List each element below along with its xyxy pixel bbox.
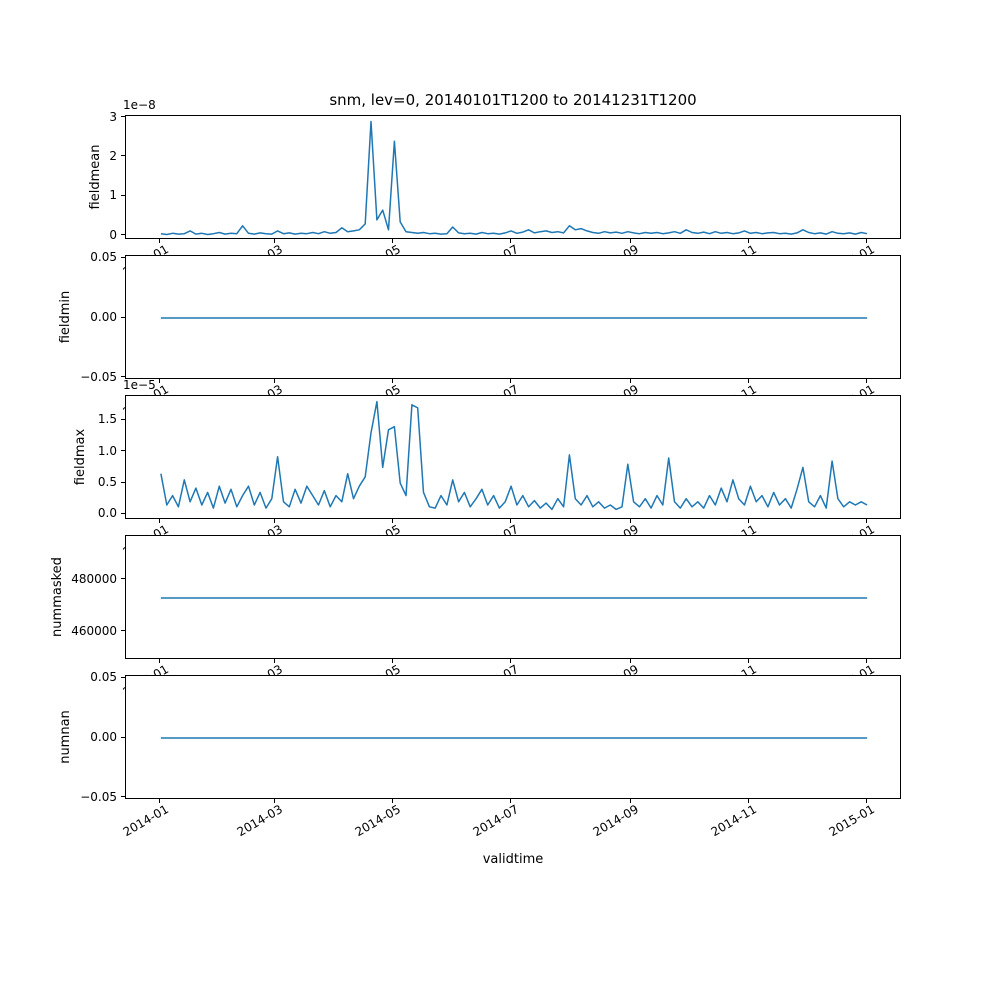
axes-nummasked bbox=[125, 535, 901, 659]
plot-area-nummasked bbox=[160, 597, 868, 599]
x-tick bbox=[629, 239, 631, 243]
plot-area-fieldmax bbox=[160, 400, 868, 511]
x-tick bbox=[747, 239, 749, 243]
y-tick-label: 0.00 bbox=[90, 730, 117, 744]
x-tick bbox=[865, 379, 867, 383]
line-fieldmax bbox=[160, 400, 868, 511]
plot-area-fieldmean bbox=[160, 120, 868, 236]
y-tick-label: 3 bbox=[109, 109, 117, 124]
y-tick-label: −0.05 bbox=[80, 789, 117, 804]
x-tick bbox=[391, 659, 393, 663]
y-tick-label: 0.05 bbox=[90, 670, 117, 685]
x-tick bbox=[747, 519, 749, 523]
x-tick bbox=[273, 799, 275, 803]
offset-text-fieldmean: 1e−8 bbox=[123, 98, 156, 112]
y-tick bbox=[121, 676, 125, 678]
x-tick bbox=[159, 659, 161, 663]
y-tick-label: 1.5 bbox=[97, 412, 117, 427]
y-tick-label: 0.5 bbox=[97, 475, 117, 490]
y-tick-label: −0.05 bbox=[80, 369, 117, 384]
x-tick bbox=[159, 519, 161, 523]
y-tick-label: 0.05 bbox=[90, 250, 117, 265]
x-tick bbox=[509, 379, 511, 383]
x-tick-label: 2014-11 bbox=[708, 802, 760, 840]
figure-title: snm, lev=0, 20140101T1200 to 20141231T12… bbox=[329, 91, 697, 109]
y-tick bbox=[121, 256, 125, 258]
x-tick bbox=[391, 379, 393, 383]
y-axis-title-fieldmean: fieldmean bbox=[87, 144, 103, 210]
y-tick bbox=[121, 481, 125, 483]
y-axis-title-numnan: numnan bbox=[57, 710, 73, 764]
x-tick bbox=[273, 379, 275, 383]
y-axis-title-fieldmin: fieldmin bbox=[57, 290, 73, 344]
y-tick-label: 2 bbox=[109, 148, 117, 163]
x-tick bbox=[273, 239, 275, 243]
y-tick bbox=[121, 578, 125, 580]
x-tick bbox=[747, 799, 749, 803]
x-tick bbox=[747, 659, 749, 663]
y-tick-label: 0.00 bbox=[90, 310, 117, 324]
x-tick bbox=[273, 519, 275, 523]
axes-fieldmin bbox=[125, 255, 901, 379]
x-tick bbox=[391, 519, 393, 523]
y-tick bbox=[121, 155, 125, 157]
x-tick bbox=[629, 379, 631, 383]
y-tick bbox=[121, 512, 125, 514]
x-tick bbox=[865, 659, 867, 663]
x-tick-label: 2014-01 bbox=[120, 802, 171, 840]
line-fieldmean bbox=[160, 120, 868, 236]
x-tick bbox=[747, 379, 749, 383]
y-axis-title-fieldmax: fieldmax bbox=[72, 428, 88, 486]
x-tick bbox=[273, 659, 275, 663]
x-tick bbox=[159, 379, 161, 383]
x-tick bbox=[509, 659, 511, 663]
y-tick bbox=[121, 194, 125, 196]
y-tick-label: 0.0 bbox=[97, 506, 117, 521]
offset-text-fieldmax: 1e−5 bbox=[123, 378, 156, 392]
x-tick-label: 2014-03 bbox=[234, 802, 286, 840]
x-tick bbox=[629, 799, 631, 803]
x-tick bbox=[865, 239, 867, 243]
y-tick bbox=[121, 376, 125, 378]
y-tick-label: 1 bbox=[109, 188, 117, 203]
x-tick bbox=[509, 239, 511, 243]
x-tick-label: 2015-01 bbox=[826, 802, 878, 840]
x-tick bbox=[629, 659, 631, 663]
y-tick-label: 1.0 bbox=[97, 443, 117, 458]
plot-area-fieldmin bbox=[160, 317, 868, 319]
y-tick bbox=[121, 418, 125, 420]
x-tick-label: 2014-05 bbox=[352, 802, 404, 840]
axes-fieldmean bbox=[125, 115, 901, 239]
x-tick bbox=[629, 519, 631, 523]
y-tick-label: 460000 bbox=[71, 623, 117, 638]
y-tick bbox=[121, 736, 125, 738]
x-tick bbox=[159, 799, 161, 803]
y-tick-label: 0 bbox=[109, 227, 117, 242]
y-tick bbox=[121, 116, 125, 118]
x-tick bbox=[509, 799, 511, 803]
x-tick bbox=[865, 519, 867, 523]
y-tick bbox=[121, 316, 125, 318]
y-axis-title-nummasked: nummasked bbox=[50, 557, 65, 637]
y-tick bbox=[121, 450, 125, 452]
x-tick bbox=[391, 239, 393, 243]
x-tick bbox=[509, 519, 511, 523]
plot-area-numnan bbox=[160, 737, 868, 739]
x-tick bbox=[159, 239, 161, 243]
x-tick bbox=[391, 799, 393, 803]
y-tick bbox=[121, 234, 125, 236]
axes-numnan bbox=[125, 675, 901, 799]
y-tick-label: 480000 bbox=[71, 571, 117, 586]
y-tick bbox=[121, 796, 125, 798]
axes-fieldmax bbox=[125, 395, 901, 519]
x-axis-label: validtime bbox=[482, 852, 544, 867]
y-tick bbox=[121, 630, 125, 632]
x-tick bbox=[865, 799, 867, 803]
